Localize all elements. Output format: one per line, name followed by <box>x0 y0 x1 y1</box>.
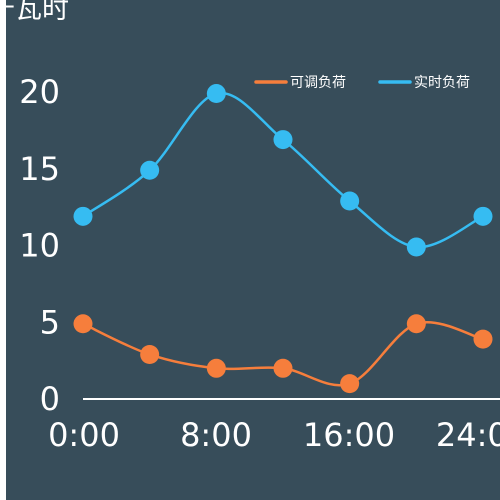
legend-label: 可调负荷 <box>290 75 346 91</box>
data-point[interactable] <box>340 191 360 211</box>
y-tick-label: 20 <box>19 73 60 111</box>
y-tick-label: 15 <box>19 150 60 188</box>
y-tick-label: 10 <box>19 227 60 265</box>
series-layer <box>73 84 493 394</box>
data-point[interactable] <box>206 84 226 104</box>
y-axis-ticks: 0 5 10 15 20 <box>19 73 60 418</box>
data-point[interactable] <box>73 314 93 334</box>
data-point[interactable] <box>140 160 160 180</box>
legend-label: 实时负荷 <box>414 75 470 91</box>
x-tick-label: 24:00 <box>436 416 500 454</box>
x-tick-label: 8:00 <box>180 416 252 454</box>
data-point[interactable] <box>406 237 426 257</box>
unit-label: 千瓦时 <box>0 0 69 25</box>
data-point[interactable] <box>406 314 426 334</box>
y-tick-label: 5 <box>40 303 60 341</box>
x-axis-ticks: 0:00 8:00 16:00 24:00 <box>48 416 500 454</box>
legend-item[interactable]: 可调负荷 <box>254 75 346 91</box>
legend-item[interactable]: 实时负荷 <box>378 75 470 91</box>
series-1 <box>73 314 493 394</box>
data-point[interactable] <box>273 130 293 150</box>
series-2 <box>73 84 493 257</box>
data-point[interactable] <box>340 374 360 394</box>
x-tick-label: 16:00 <box>303 416 395 454</box>
legend: 可调负荷 实时负荷 <box>254 75 470 91</box>
x-tick-label: 0:00 <box>48 416 120 454</box>
data-point[interactable] <box>140 344 160 364</box>
data-point[interactable] <box>206 358 226 378</box>
data-point[interactable] <box>73 206 93 226</box>
data-point[interactable] <box>273 358 293 378</box>
data-point[interactable] <box>473 206 493 226</box>
y-tick-label: 0 <box>40 380 60 418</box>
data-point[interactable] <box>473 329 493 349</box>
